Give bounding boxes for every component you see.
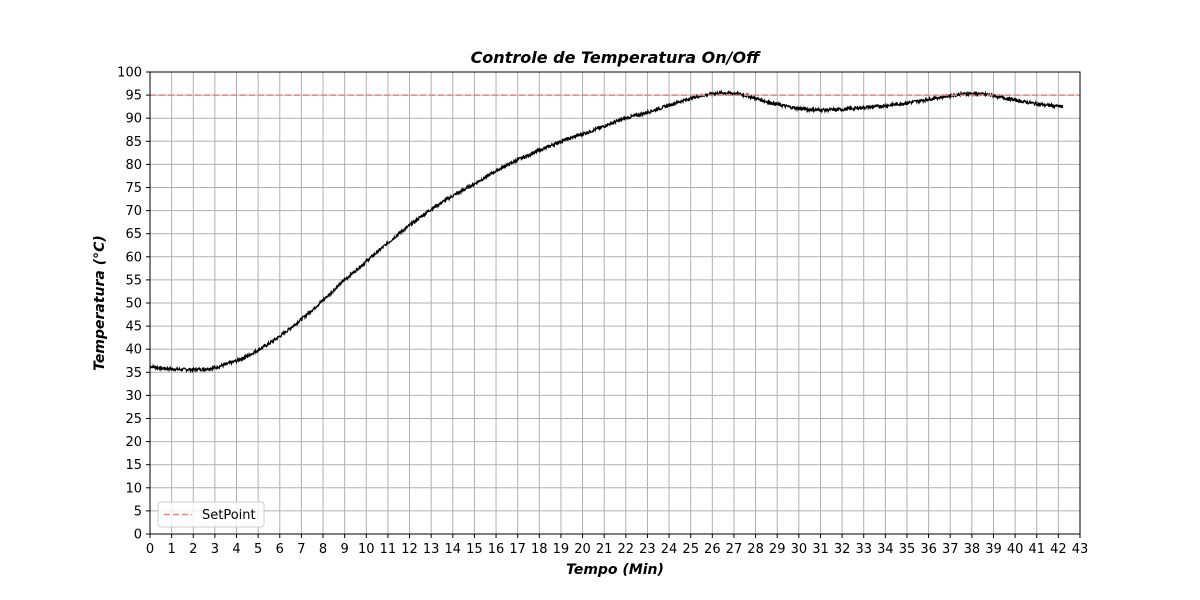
x-tick-label: 21 bbox=[596, 542, 613, 557]
y-tick-label: 70 bbox=[125, 204, 142, 219]
x-tick-label: 36 bbox=[920, 542, 937, 557]
y-tick-label: 45 bbox=[125, 320, 142, 335]
x-tick-label: 41 bbox=[1028, 542, 1045, 557]
x-tick-label: 6 bbox=[276, 542, 284, 557]
y-tick-label: 5 bbox=[134, 504, 142, 519]
x-tick-label: 34 bbox=[877, 542, 894, 557]
y-tick-label: 50 bbox=[125, 297, 142, 312]
x-tick-label: 27 bbox=[726, 542, 743, 557]
y-tick-label: 20 bbox=[125, 435, 142, 450]
x-tick-label: 42 bbox=[1050, 542, 1067, 557]
y-tick-label: 55 bbox=[125, 273, 142, 288]
y-tick-label: 75 bbox=[125, 181, 142, 196]
y-tick-label: 30 bbox=[125, 389, 142, 404]
x-tick-label: 24 bbox=[661, 542, 678, 557]
x-tick-label: 29 bbox=[769, 542, 786, 557]
plot-area bbox=[149, 89, 1080, 374]
y-tick-label: 0 bbox=[134, 528, 142, 543]
x-tick-label: 30 bbox=[791, 542, 808, 557]
x-tick-label: 9 bbox=[341, 542, 349, 557]
x-tick-label: 3 bbox=[211, 542, 219, 557]
x-tick-label: 4 bbox=[232, 542, 240, 557]
y-tick-label: 25 bbox=[125, 412, 142, 427]
y-tick-label: 40 bbox=[125, 343, 142, 358]
axis-ticks: 0 1 2 3 4 5 6 7 8 9 10 11 12 13 14 15 16 17 18 19 20 21 22 23 24… bbox=[117, 66, 1088, 558]
y-tick-label: 90 bbox=[125, 112, 142, 127]
x-tick-label: 0 bbox=[146, 542, 154, 557]
x-tick-label: 39 bbox=[985, 542, 1002, 557]
x-tick-label: 5 bbox=[254, 542, 262, 557]
y-tick-label: 15 bbox=[125, 458, 142, 473]
x-tick-label: 37 bbox=[942, 542, 959, 557]
x-tick-label: 7 bbox=[297, 542, 305, 557]
x-tick-label: 17 bbox=[509, 542, 526, 557]
x-tick-label: 43 bbox=[1072, 542, 1089, 557]
x-tick-label: 28 bbox=[747, 542, 764, 557]
chart-title: Controle de Temperatura On/Off bbox=[471, 48, 762, 67]
x-tick-label: 20 bbox=[574, 542, 591, 557]
x-axis-title: Tempo (Min) bbox=[566, 562, 664, 578]
x-tick-label: 23 bbox=[639, 542, 656, 557]
x-tick-label: 15 bbox=[466, 542, 483, 557]
y-tick-label: 65 bbox=[125, 227, 142, 242]
x-tick-label: 8 bbox=[319, 542, 327, 557]
x-tick-label: 13 bbox=[423, 542, 440, 557]
x-tick-label: 16 bbox=[488, 542, 505, 557]
legend: SetPoint bbox=[157, 501, 265, 528]
x-tick-label: 38 bbox=[964, 542, 981, 557]
y-tick-label: 35 bbox=[125, 366, 142, 381]
y-tick-label: 95 bbox=[125, 89, 142, 104]
x-tick-label: 25 bbox=[682, 542, 699, 557]
temperature-line bbox=[149, 89, 1064, 374]
x-tick-label: 14 bbox=[445, 542, 462, 557]
x-tick-label: 40 bbox=[1007, 542, 1024, 557]
x-tick-label: 2 bbox=[189, 542, 197, 557]
y-tick-label: 10 bbox=[125, 481, 142, 496]
y-tick-label: 60 bbox=[125, 250, 142, 265]
x-tick-label: 33 bbox=[855, 542, 872, 557]
x-tick-label: 22 bbox=[618, 542, 635, 557]
y-tick-label: 80 bbox=[125, 158, 142, 173]
x-tick-label: 26 bbox=[704, 542, 721, 557]
x-tick-label: 12 bbox=[401, 542, 418, 557]
x-tick-label: 31 bbox=[812, 542, 829, 557]
x-tick-label: 19 bbox=[553, 542, 570, 557]
x-tick-label: 35 bbox=[899, 542, 916, 557]
legend-setpoint-label: SetPoint bbox=[202, 508, 256, 523]
x-tick-label: 18 bbox=[531, 542, 548, 557]
x-tick-label: 32 bbox=[834, 542, 851, 557]
x-tick-label: 10 bbox=[358, 542, 375, 557]
grid bbox=[149, 71, 1081, 535]
y-tick-label: 100 bbox=[117, 66, 142, 81]
y-tick-label: 85 bbox=[125, 135, 142, 150]
y-axis-title: Temperatura (°C) bbox=[92, 235, 108, 371]
legend-box bbox=[157, 501, 265, 528]
x-tick-label: 1 bbox=[167, 542, 175, 557]
x-tick-label: 11 bbox=[380, 542, 397, 557]
